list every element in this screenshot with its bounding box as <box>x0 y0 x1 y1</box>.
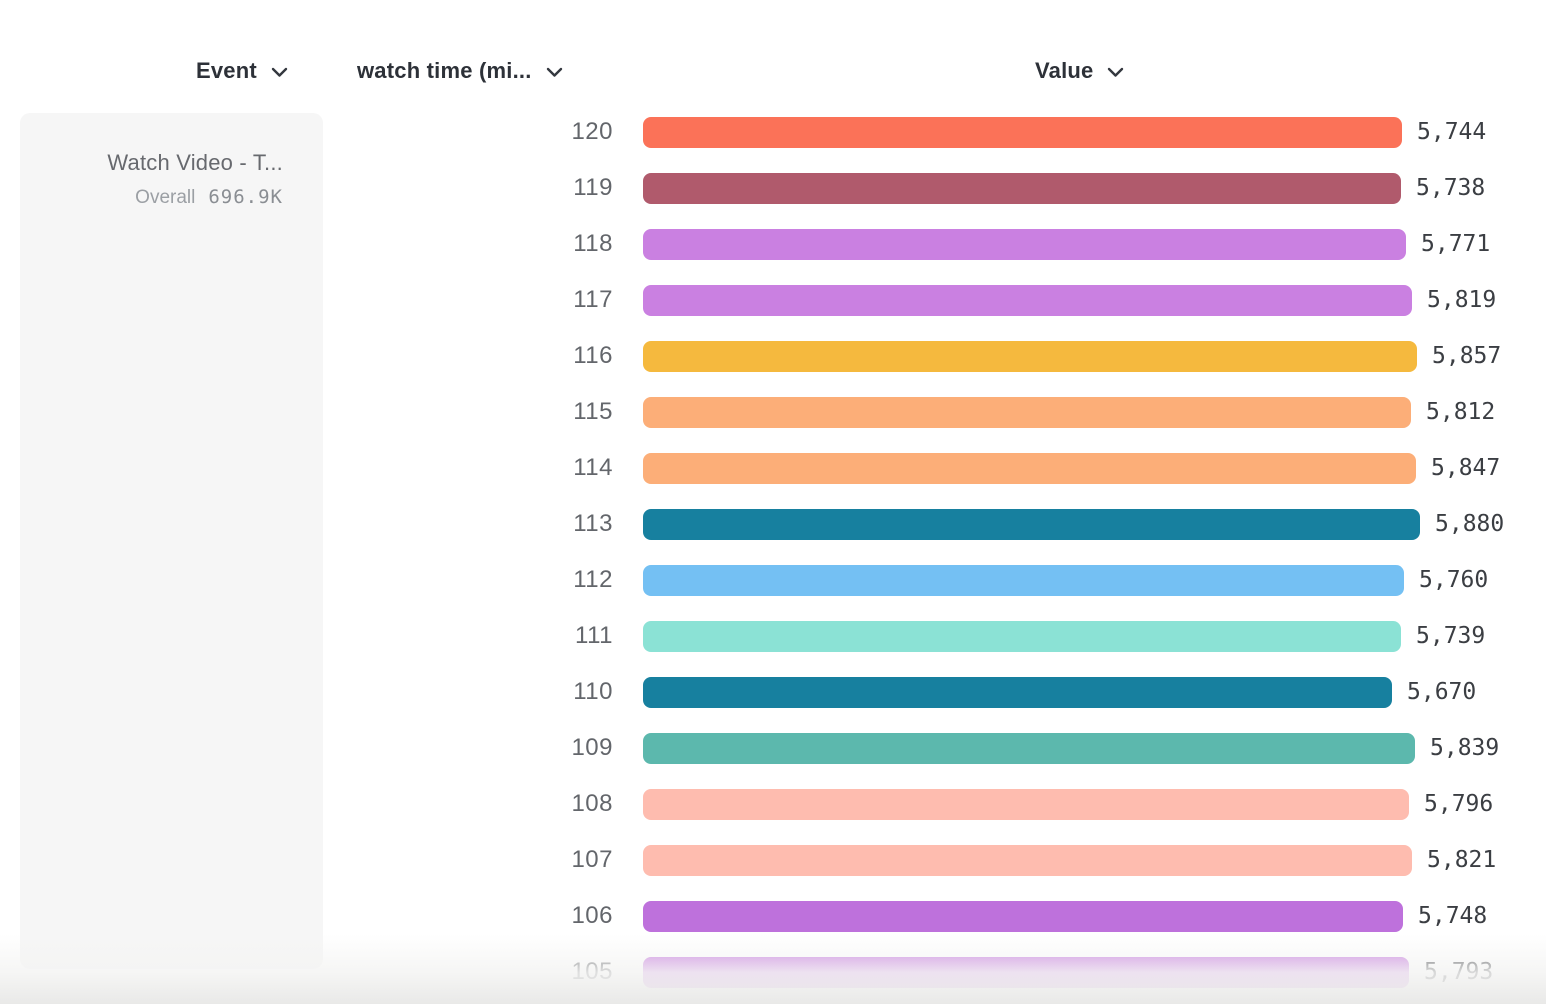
bar-row: 116 5,857 <box>0 328 1546 384</box>
bar-row: 113 5,880 <box>0 496 1546 552</box>
row-label: 108 <box>571 790 613 817</box>
row-label: 110 <box>573 678 613 705</box>
bar-value: 5,796 <box>1424 791 1494 817</box>
event-card-metric-label: Overall <box>135 186 196 208</box>
bar-value: 5,738 <box>1416 175 1486 201</box>
bar-row: 107 5,821 <box>0 832 1546 888</box>
bar-row: 118 5,771 <box>0 216 1546 272</box>
bar-row: 109 5,839 <box>0 720 1546 776</box>
row-label: 109 <box>571 734 613 761</box>
bar-row: 108 5,796 <box>0 776 1546 832</box>
bar[interactable] <box>643 508 1420 540</box>
bar[interactable] <box>643 340 1417 372</box>
row-label: 107 <box>571 846 613 873</box>
bar-value: 5,771 <box>1421 231 1491 257</box>
bar-value: 5,739 <box>1416 623 1486 649</box>
bar[interactable] <box>643 956 1409 988</box>
bar-value: 5,821 <box>1427 847 1497 873</box>
chevron-down-icon <box>1107 67 1124 78</box>
column-header-event[interactable]: Event <box>196 58 288 84</box>
bar[interactable] <box>643 564 1404 596</box>
bar-row: 117 5,819 <box>0 272 1546 328</box>
row-label: 105 <box>571 958 613 985</box>
bar[interactable] <box>643 228 1406 260</box>
row-label: 115 <box>573 398 613 425</box>
bar-row: 106 5,748 <box>0 888 1546 944</box>
bar-value: 5,819 <box>1427 287 1497 313</box>
event-card-metric-value: 696.9K <box>208 185 283 208</box>
bar[interactable] <box>643 620 1401 652</box>
bar[interactable] <box>643 676 1392 708</box>
bar-row: 110 5,670 <box>0 664 1546 720</box>
bar[interactable] <box>643 788 1409 820</box>
row-label: 120 <box>571 118 613 145</box>
bar[interactable] <box>643 396 1411 428</box>
bar-row: 120 5,744 <box>0 104 1546 160</box>
row-label: 118 <box>573 230 613 257</box>
bar-row: 119 5,738 <box>0 160 1546 216</box>
row-label: 114 <box>573 454 613 481</box>
bar-value: 5,744 <box>1417 119 1487 145</box>
bar[interactable] <box>643 172 1401 204</box>
column-header-watch-time-label: watch time (mi... <box>357 58 532 83</box>
bar-row: 114 5,847 <box>0 440 1546 496</box>
bar[interactable] <box>643 284 1412 316</box>
row-label: 119 <box>573 174 613 201</box>
event-card-title: Watch Video - T... <box>107 150 283 175</box>
bar-row: 115 5,812 <box>0 384 1546 440</box>
bar-value: 5,847 <box>1431 455 1501 481</box>
bar-row: 111 5,739 <box>0 608 1546 664</box>
chevron-down-icon <box>271 67 288 78</box>
bar-row: 105 5,793 <box>0 944 1546 1000</box>
bar-value: 5,880 <box>1435 511 1505 537</box>
bar-value: 5,793 <box>1424 959 1494 985</box>
row-label: 112 <box>573 566 613 593</box>
bar[interactable] <box>643 116 1402 148</box>
column-header-watch-time[interactable]: watch time (mi... <box>357 58 563 84</box>
bar[interactable] <box>643 844 1412 876</box>
row-label: 113 <box>573 510 613 537</box>
bar-value: 5,857 <box>1432 343 1502 369</box>
bar[interactable] <box>643 732 1415 764</box>
bar-value: 5,670 <box>1407 679 1477 705</box>
bar-value: 5,748 <box>1418 903 1488 929</box>
row-label: 117 <box>573 286 613 313</box>
row-label: 116 <box>573 342 613 369</box>
column-header-event-label: Event <box>196 58 257 83</box>
column-header-value[interactable]: Value <box>1035 58 1124 84</box>
bar-value: 5,839 <box>1430 735 1500 761</box>
row-label: 111 <box>575 622 613 649</box>
row-label: 106 <box>571 902 613 929</box>
column-header-value-label: Value <box>1035 58 1094 83</box>
bar-rows: 120 5,744 119 5,738 118 5,771 117 5,819 … <box>0 104 1546 1000</box>
bar[interactable] <box>643 900 1403 932</box>
chevron-down-icon <box>546 67 563 78</box>
bar-value: 5,760 <box>1419 567 1489 593</box>
bar[interactable] <box>643 452 1416 484</box>
bar-row: 112 5,760 <box>0 552 1546 608</box>
event-card[interactable]: Watch Video - T... Overall 696.9K <box>20 113 323 969</box>
bar-value: 5,812 <box>1426 399 1496 425</box>
